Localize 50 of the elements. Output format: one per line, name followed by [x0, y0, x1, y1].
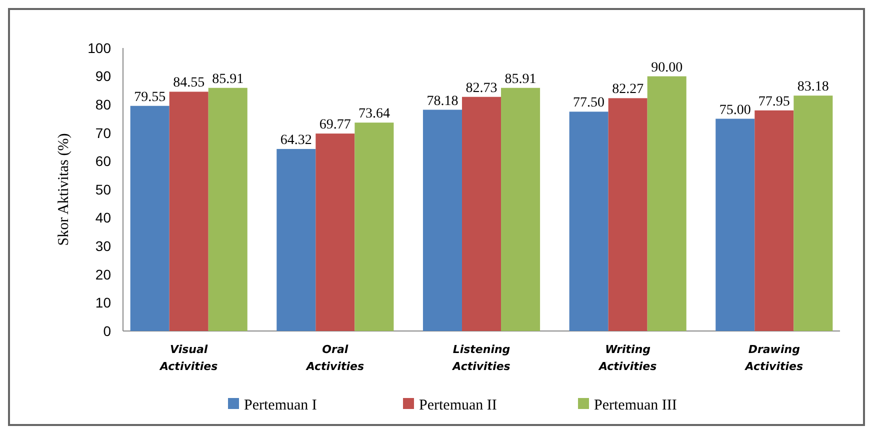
y-tick-label: 0: [103, 322, 112, 339]
bar: [169, 92, 208, 331]
bar: [608, 98, 648, 331]
x-tick-label: Listening Activities: [452, 343, 511, 373]
data-label: 79.55: [134, 90, 166, 105]
data-label: 84.55: [173, 76, 205, 91]
legend-label: Pertemuan I: [244, 397, 317, 414]
x-tick-label: Oral Activities: [305, 343, 364, 373]
y-tick-label: 20: [95, 266, 112, 282]
x-tick-label: Writing Activities: [598, 343, 658, 373]
y-tick-label: 30: [95, 238, 112, 254]
x-tick-label: Drawing Activities: [744, 343, 804, 373]
bar: [462, 96, 502, 331]
legend-label: Pertemuan II: [419, 397, 497, 414]
bar: [276, 148, 316, 331]
data-label: 69.77: [319, 118, 351, 133]
bar: [647, 76, 686, 331]
data-label: 82.27: [612, 82, 644, 98]
bar: [569, 112, 608, 331]
y-tick-label: 80: [95, 96, 112, 112]
data-label: 77.95: [758, 94, 790, 110]
bar: [130, 106, 170, 331]
bar: [754, 110, 794, 331]
x-tick-label: Visual Activities: [158, 343, 218, 373]
bar: [316, 134, 355, 331]
data-label: 90.00: [651, 60, 683, 76]
bar: [716, 118, 755, 331]
y-tick-label: 50: [95, 181, 112, 198]
data-label: 73.64: [358, 106, 390, 122]
bar: [794, 96, 833, 331]
y-tick-label: 90: [95, 68, 112, 84]
data-label: 82.73: [466, 80, 498, 96]
y-axis-title: Skor Aktivitas (%): [56, 133, 72, 246]
y-tick-label: 100: [88, 40, 112, 56]
bar: [354, 122, 394, 331]
data-label: 77.50: [573, 96, 605, 111]
bar: [422, 110, 462, 331]
data-label: 78.18: [426, 94, 458, 109]
data-label: 83.18: [797, 80, 829, 95]
legend-label: Pertemuan III: [594, 397, 677, 414]
y-tick-label: 40: [95, 210, 112, 226]
y-tick-label: 10: [95, 294, 112, 311]
y-tick-label: 70: [95, 124, 112, 141]
data-label: 75.00: [719, 102, 751, 118]
bar: [208, 88, 248, 331]
data-label: 85.91: [504, 72, 536, 87]
data-label: 85.91: [212, 72, 244, 87]
bar: [501, 88, 540, 331]
data-label: 64.32: [280, 132, 312, 148]
y-tick-label: 60: [95, 153, 112, 170]
